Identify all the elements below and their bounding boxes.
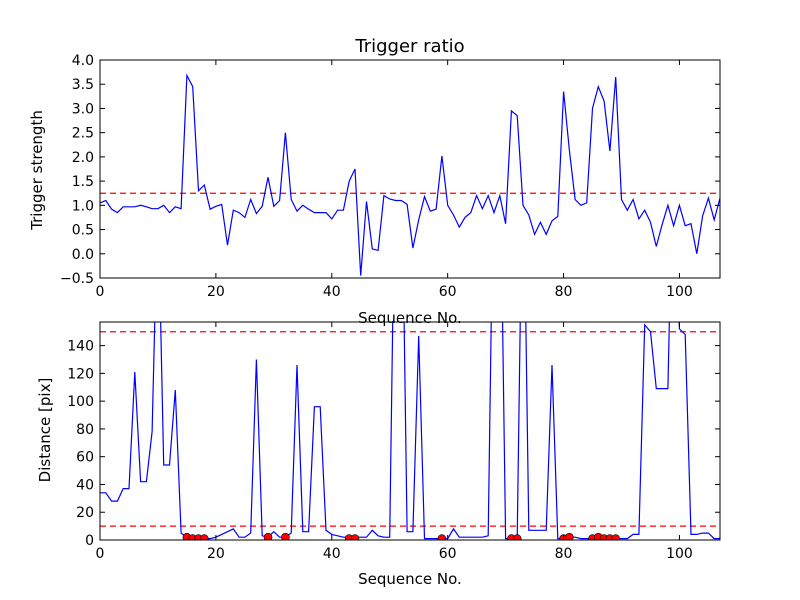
- y-tick-label: 20: [76, 505, 94, 521]
- x-tick-label: 40: [323, 546, 341, 562]
- y-tick-label: 100: [67, 394, 94, 410]
- x-tick-label: 20: [207, 284, 225, 300]
- x-tick-label: 0: [96, 284, 105, 300]
- y-axis-label: Trigger strength: [28, 110, 46, 231]
- x-tick-label: 80: [555, 546, 573, 562]
- x-tick-label: 0: [96, 546, 105, 562]
- plot-area: [100, 322, 720, 540]
- y-tick-label: 60: [76, 450, 94, 466]
- x-tick-label: 20: [207, 546, 225, 562]
- x-tick-label: 60: [439, 284, 457, 300]
- y-tick-label: 3.5: [72, 77, 94, 93]
- x-tick-label: 80: [555, 284, 573, 300]
- y-tick-label: 0.5: [72, 223, 94, 239]
- trigger-ratio-chart: Trigger ratio Sequence No. Trigger stren…: [28, 36, 721, 327]
- y-tick-label: 140: [67, 339, 94, 355]
- chart-title: Trigger ratio: [354, 36, 464, 57]
- data-point-marker: [350, 534, 360, 540]
- data-point-marker: [281, 532, 290, 540]
- y-tick-label: 0.0: [72, 247, 94, 263]
- data-point-marker: [565, 532, 574, 540]
- data-point-marker: [437, 534, 447, 540]
- y-axis-label: Distance [pix]: [36, 378, 54, 483]
- series-line: [100, 73, 720, 276]
- y-tick-label: 120: [67, 366, 94, 382]
- y-tick-label: 80: [76, 422, 94, 438]
- x-tick-label: 100: [666, 546, 693, 562]
- y-tick-label: 2.0: [72, 150, 94, 166]
- y-tick-label: 2.5: [72, 126, 94, 142]
- y-tick-label: −0.5: [60, 271, 94, 287]
- distance-chart: Sequence No. Distance [pix] 0 20 40 60 80 100…: [36, 321, 721, 588]
- x-axis-label: Sequence No.: [358, 309, 462, 327]
- plot-area: [100, 73, 720, 276]
- y-tick-label: 4.0: [72, 53, 94, 69]
- y-tick-label: 1.5: [72, 174, 94, 190]
- x-tick-label: 100: [666, 284, 693, 300]
- data-point-marker: [200, 534, 209, 540]
- data-point-marker: [512, 534, 522, 540]
- y-tick-label: 3.0: [72, 101, 94, 117]
- axes-frame: [99, 321, 721, 541]
- data-point-marker: [263, 532, 273, 540]
- x-tick-label: 60: [439, 546, 457, 562]
- data-point-marker: [611, 534, 620, 540]
- y-tick-label: 1.0: [72, 198, 94, 214]
- x-axis-label: Sequence No.: [358, 570, 462, 588]
- x-tick-label: 40: [323, 284, 341, 300]
- y-tick-label: 40: [76, 477, 94, 493]
- axes-frame: [99, 59, 721, 279]
- y-tick-label: 0: [85, 533, 94, 549]
